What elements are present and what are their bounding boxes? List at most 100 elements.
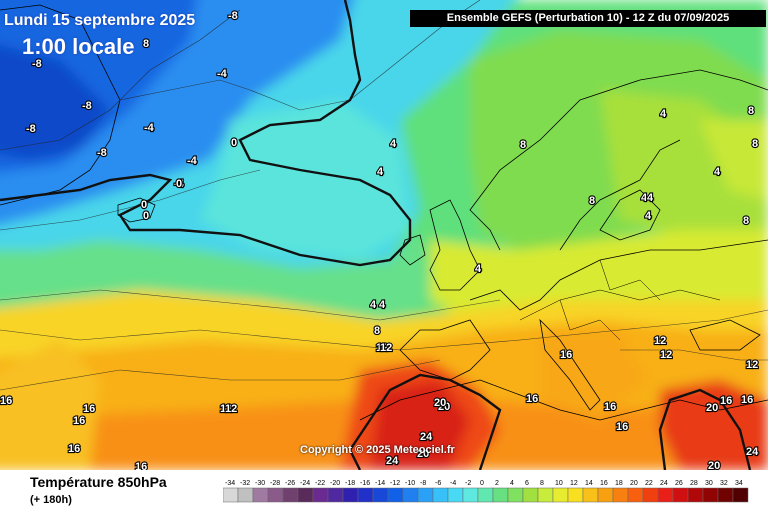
contour-label: -4 [187,155,198,167]
legend-tick-label: -4 [450,480,456,487]
contour-label: 24 [386,455,399,467]
legend-tick-label: -28 [270,480,280,487]
legend-swatch [357,487,374,503]
legend-tick-label: -34 [225,480,235,487]
contour-label: 0 [176,178,182,190]
contour-label: 0 [141,199,147,211]
local-time: 1:00 locale [22,34,135,59]
contour-label: 20 [434,397,446,409]
copyright-notice: Copyright © 2025 Meteociel.fr [300,444,455,456]
legend-tick-label: 26 [675,480,683,487]
contour-label: 16 [604,401,616,413]
legend-tick-label: 22 [645,480,653,487]
contour-label: 20 [438,401,450,413]
legend-swatch [417,487,434,503]
temperature-map: -8 8 -4 -8 -8 -8 -8 -4 -4 -4 0 0 0 0 4 4 4 8 4 8 4 4 8 8 4 8 4 4 4 12… [0,0,768,470]
legend-tick-label: 10 [555,480,563,487]
contour-label: 16 [0,395,12,407]
contour-label: 24 [420,431,433,443]
contour-label: 4 [475,263,482,275]
legend-swatch [732,487,749,503]
legend-tick-label: 6 [525,480,529,487]
legend-swatch [582,487,599,503]
contour-label: 12 [225,403,237,415]
legend-swatch [372,487,389,503]
contour-label: 4 [714,166,721,178]
legend-swatch [522,487,539,503]
contour-label: 8 [143,38,149,50]
contour-label: 0 [231,137,237,149]
color-scale-legend: -34 -32 -30 -28 -26 -24 -22 -20 -18 -16 -14 -12 -10-… [223,480,749,503]
legend-swatch [642,487,659,503]
forecast-date: Lundi 15 septembre 2025 [4,12,196,29]
contour-label: 20 [708,460,720,470]
legend-tick-label: 14 [585,480,593,487]
lead-time: (+ 180h) [30,494,72,506]
legend-swatch [297,487,314,503]
legend-tick-label: -22 [315,480,325,487]
legend-tick-label: 34 [735,480,743,487]
contour-label: 4 [641,192,648,204]
contour-label: 12 [376,342,388,354]
contour-label: -4 [217,68,228,80]
legend-tick-label: -24 [300,480,310,487]
contour-label: 12 [746,359,758,371]
legend-swatch [597,487,614,503]
contour-label: 12 [654,335,666,347]
contour-label: 4 [660,108,667,120]
legend-tick-label: -30 [255,480,265,487]
legend-tick-label: -18 [345,480,355,487]
legend-tick-label: 32 [720,480,728,487]
contour-label: 24 [746,446,759,458]
legend-tick-label: -14 [375,480,385,487]
contour-label: 8 [374,325,380,337]
contour-label: -8 [228,10,238,22]
legend-swatch [312,487,329,503]
contour-label: 12 [220,403,232,415]
contour-label: 8 [743,215,749,227]
legend-tick-label: 20 [630,480,638,487]
legend-swatch [552,487,569,503]
contour-label: 4 [645,210,652,222]
contour-label: -8 [26,123,36,135]
isotherms [0,0,768,391]
legend-swatch [447,487,464,503]
contour-label: 20 [417,448,429,460]
contour-label: 20 [706,402,718,414]
legend-tick-label: 16 [600,480,608,487]
legend-swatch [387,487,404,503]
contour-label: 0 [143,210,149,222]
parameter-title: Température 850hPa [30,474,167,490]
legend-tick-label: -2 [465,480,471,487]
contour-label: 4 [379,299,386,311]
contour-label: 8 [589,195,595,207]
legend-tick-label: -26 [285,480,295,487]
contour-label: 16 [616,421,628,433]
contour-label: 16 [741,394,753,406]
contour-label: 8 [752,138,758,150]
legend-swatch [462,487,479,503]
legend-swatch [237,487,254,503]
contour-label: 8 [748,105,754,117]
contour-label: 16 [720,395,732,407]
contour-label: 12 [660,349,672,361]
contour-label: -4 [174,178,185,190]
legend-swatch [252,487,269,503]
legend-tick-label: 30 [705,480,713,487]
legend-swatch [672,487,689,503]
legend-swatch [327,487,344,503]
contour-label: 4 [377,166,384,178]
legend-swatch [717,487,734,503]
contour-label: 16 [73,415,85,427]
legend-swatch [687,487,704,503]
legend-swatch [223,487,239,503]
legend-tick-label: -16 [360,480,370,487]
legend-tick-label: 12 [570,480,578,487]
legend-tick-label: -32 [240,480,250,487]
legend-swatch [702,487,719,503]
contour-label: 12 [380,342,392,354]
legend-tick-label: -6 [435,480,441,487]
legend-swatch [537,487,554,503]
contour-label: 8 [520,139,526,151]
